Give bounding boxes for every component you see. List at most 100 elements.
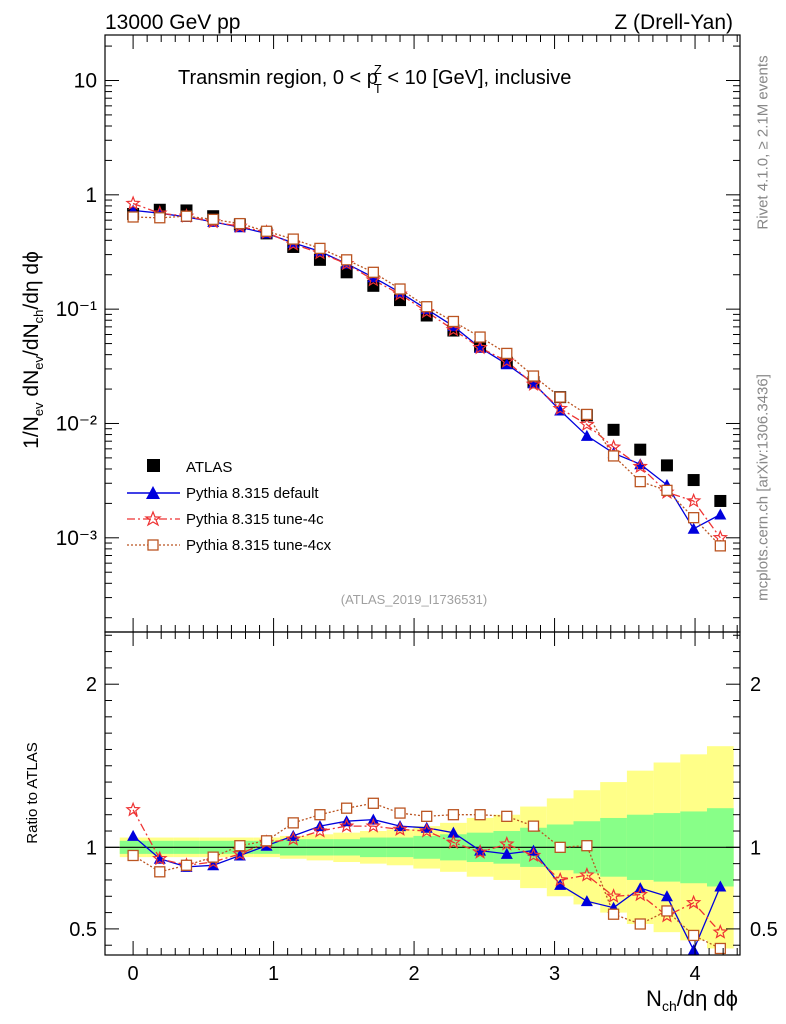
point-tune4cx bbox=[287, 233, 299, 245]
ratio-point-tune4c bbox=[152, 850, 168, 866]
legend-label-tune4cx: Pythia 8.315 tune-4cx bbox=[186, 537, 332, 554]
ratio-point-tune4c bbox=[685, 894, 702, 910]
ratio-point-tune4cx bbox=[340, 802, 353, 814]
ratio-point-tune4c bbox=[418, 822, 435, 838]
xtick-label: 2 bbox=[409, 963, 420, 985]
legend-label-default: Pythia 8.315 default bbox=[186, 485, 319, 502]
legend-marker-tune4cx bbox=[147, 539, 159, 551]
ratio-ytick-label-right: 0.5 bbox=[750, 919, 778, 941]
point-tune4c bbox=[632, 458, 648, 474]
xtick-label: 4 bbox=[689, 963, 700, 985]
main-ytick-label: 10⁻³ bbox=[56, 527, 97, 550]
ratio-point-tune4c bbox=[605, 888, 622, 903]
ratio-point-tune4cx bbox=[661, 905, 673, 917]
ratio-point-tune4cx bbox=[607, 908, 620, 920]
ratio-point-default bbox=[500, 847, 513, 859]
ratio-point-tune4c bbox=[712, 924, 729, 939]
point-tune4cx bbox=[127, 211, 139, 223]
point-tune4c bbox=[445, 321, 462, 337]
ratio-point-tune4c bbox=[579, 866, 595, 882]
point-default bbox=[687, 522, 700, 534]
ratio-point-tune4cx bbox=[527, 820, 540, 832]
point-tune4cx bbox=[394, 283, 406, 295]
point-tune4cx bbox=[234, 217, 246, 230]
title-tail: < 10 [GeV], inclusive bbox=[382, 67, 572, 89]
ratio-point-tune4cx bbox=[180, 859, 193, 871]
legend: ATLAS Pythia 8.315 default Pythia 8.315 … bbox=[127, 459, 332, 554]
atlas-point bbox=[660, 459, 673, 472]
ratio-point-tune4c bbox=[285, 831, 301, 846]
ratio-point-tune4cx bbox=[234, 840, 246, 852]
atlas-point bbox=[714, 494, 727, 507]
point-tune4cx bbox=[501, 347, 513, 360]
ratio-point-tune4c bbox=[552, 871, 569, 887]
ratio-ytick-label-right: 1 bbox=[750, 837, 761, 859]
point-tune4cx bbox=[714, 540, 726, 552]
legend-label-tune4c: Pythia 8.315 tune-4c bbox=[186, 511, 324, 528]
ratio-point-default bbox=[287, 829, 300, 841]
ratio-point-tune4cx bbox=[127, 849, 139, 862]
ratio-point-tune4cx bbox=[154, 866, 166, 878]
ratio-point-tune4cx bbox=[687, 929, 700, 942]
point-tune4cx bbox=[581, 408, 593, 421]
mcplots-label: mcplots.cern.ch [arXiv:1306.3436] bbox=[754, 374, 772, 601]
ratio-ytick-label-right: 2 bbox=[750, 674, 761, 696]
ratio-point-tune4c bbox=[632, 886, 648, 902]
legend-marker-atlas bbox=[147, 459, 160, 472]
ratio-point-tune4cx bbox=[260, 835, 273, 847]
main-title: Transmin region, 0 < pZ T < 10 [GeV], inc… bbox=[178, 62, 571, 96]
ratio-point-tune4c bbox=[472, 843, 488, 859]
ratio-point-default bbox=[580, 895, 593, 907]
ratio-point-tune4cx bbox=[634, 918, 646, 930]
ratio-ylabel: Ratio to ATLAS bbox=[24, 742, 41, 843]
ratio-point-default bbox=[660, 890, 673, 902]
point-default bbox=[714, 508, 727, 520]
main-ytick-label: 1 bbox=[85, 184, 97, 207]
ratio-point-tune4cx bbox=[394, 807, 406, 819]
point-tune4cx bbox=[314, 242, 326, 255]
xlabel: Nch/dη dϕ bbox=[646, 986, 738, 1014]
point-tune4c bbox=[525, 376, 542, 391]
xtick-label: 0 bbox=[128, 963, 139, 985]
ratio-point-tune4cx bbox=[447, 809, 460, 821]
point-tune4c bbox=[499, 353, 515, 368]
rivet-label: Rivet 4.1.0, ≥ 2.1M events bbox=[754, 55, 772, 230]
point-tune4cx bbox=[421, 301, 433, 313]
ratio-point-tune4cx bbox=[314, 809, 326, 821]
point-tune4c bbox=[605, 439, 622, 454]
xtick-label: 1 bbox=[268, 963, 279, 985]
ratio-point-default bbox=[127, 829, 140, 841]
ratio-point-tune4cx bbox=[287, 817, 299, 829]
point-tune4cx bbox=[260, 225, 273, 237]
ratio-ytick-label: 2 bbox=[86, 674, 97, 696]
ratio-point-tune4cx bbox=[474, 809, 486, 821]
ratio-point-default bbox=[394, 820, 407, 832]
ratio-point-tune4cx bbox=[367, 797, 379, 809]
legend-label-atlas: ATLAS bbox=[186, 459, 232, 476]
legend-marker-default bbox=[146, 486, 160, 499]
point-tune4cx bbox=[180, 210, 193, 222]
point-tune4cx bbox=[474, 331, 486, 343]
ratio-point-tune4cx bbox=[501, 810, 513, 822]
title-text: Transmin region, 0 < p bbox=[178, 67, 378, 89]
ratio-panel: 0.5 0.5 1 1 2 2 0 1 2 3 4 bbox=[69, 631, 778, 985]
ratio-point-tune4c bbox=[365, 817, 382, 833]
ratio-point-tune4c bbox=[499, 835, 515, 851]
ratio-point-tune4c bbox=[232, 845, 248, 861]
ratio-point-tune4c bbox=[125, 801, 141, 817]
ratio-point-tune4c bbox=[392, 821, 408, 836]
main-panel: 10 1 10⁻¹ 10⁻² 10⁻³ bbox=[56, 34, 741, 633]
main-line-default bbox=[133, 209, 721, 530]
title-sub: T bbox=[374, 81, 382, 96]
point-tune4cx bbox=[634, 475, 646, 488]
legend-marker-tune4c bbox=[144, 510, 162, 527]
ratio-point-tune4cx bbox=[581, 840, 593, 852]
point-tune4c bbox=[579, 416, 595, 432]
point-tune4cx bbox=[340, 254, 353, 266]
point-tune4cx bbox=[607, 450, 620, 462]
ratio-content bbox=[105, 746, 740, 955]
point-default bbox=[580, 429, 593, 441]
point-tune4c bbox=[125, 195, 141, 211]
xtick-label: 3 bbox=[549, 963, 560, 985]
main-ytick-label: 10⁻¹ bbox=[56, 298, 97, 321]
